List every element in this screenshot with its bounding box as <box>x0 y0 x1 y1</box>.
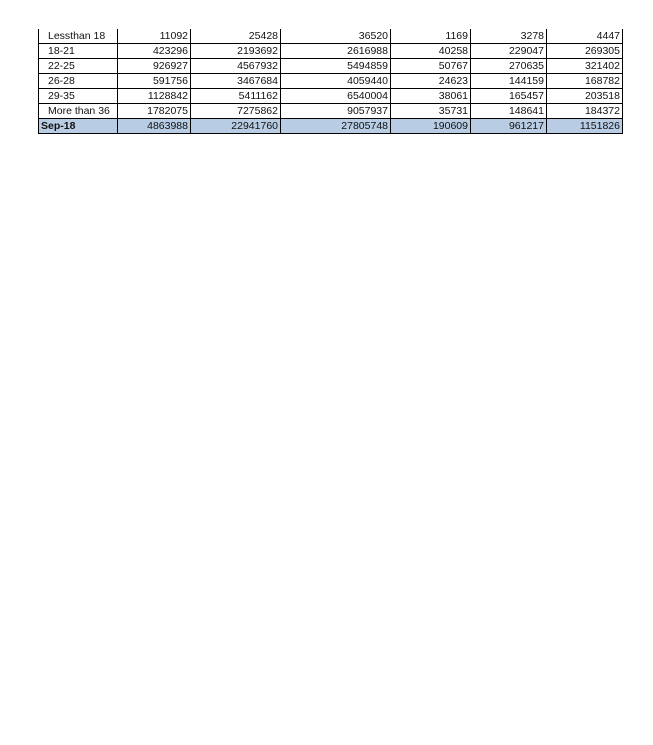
data-table: Lessthan 18 11092 25428 36520 1169 3278 4447 18… <box>38 29 623 134</box>
table-cell: 38061 <box>390 88 471 104</box>
table-cell: 27805748 <box>280 118 391 134</box>
table-cell: 25428 <box>190 29 281 44</box>
row-label: 26-28 <box>38 73 118 89</box>
table-cell: 203518 <box>546 88 623 104</box>
row-label: 29-35 <box>38 88 118 104</box>
table-cell: 6540004 <box>280 88 391 104</box>
table-row: 18-21 423296 2193692 2616988 40258 229047 2693… <box>38 43 623 59</box>
table-cell: 22941760 <box>190 118 281 134</box>
table-row: Lessthan 18 11092 25428 36520 1169 3278 4447 <box>38 29 623 44</box>
row-label: 18-21 <box>38 43 118 59</box>
table-cell: 3278 <box>470 29 547 44</box>
table-cell: 165457 <box>470 88 547 104</box>
table-cell: 5411162 <box>190 88 281 104</box>
table-cell: 229047 <box>470 43 547 59</box>
table-cell: 3467684 <box>190 73 281 89</box>
table-cell: 40258 <box>390 43 471 59</box>
row-label: Sep-18 <box>38 118 118 134</box>
table-cell: 4567932 <box>190 58 281 74</box>
table-row: 26-28 591756 3467684 4059440 24623 144159 1687… <box>38 73 623 89</box>
table-row: More than 36 1782075 7275862 9057937 35731 14… <box>38 103 623 119</box>
table-cell: 168782 <box>546 73 623 89</box>
row-label: More than 36 <box>38 103 118 119</box>
table-cell: 50767 <box>390 58 471 74</box>
table-cell: 144159 <box>470 73 547 89</box>
table-cell: 270635 <box>470 58 547 74</box>
table-cell: 269305 <box>546 43 623 59</box>
table-cell: 4447 <box>546 29 623 44</box>
table-row: 22-25 926927 4567932 5494859 50767 270635 3214… <box>38 58 623 74</box>
total-row: Sep-18 4863988 22941760 27805748 190609 96121… <box>38 118 623 134</box>
table-cell: 190609 <box>390 118 471 134</box>
table-cell: 2616988 <box>280 43 391 59</box>
table-cell: 1169 <box>390 29 471 44</box>
table-cell: 35731 <box>390 103 471 119</box>
table-cell: 591756 <box>117 73 191 89</box>
table-body: Lessthan 18 11092 25428 36520 1169 3278 4447 18… <box>38 29 623 134</box>
row-label: 22-25 <box>38 58 118 74</box>
table-cell: 4059440 <box>280 73 391 89</box>
table-row: 29-35 1128842 5411162 6540004 38061 165457 203… <box>38 88 623 104</box>
table-cell: 5494859 <box>280 58 391 74</box>
table-cell: 1782075 <box>117 103 191 119</box>
table-cell: 961217 <box>470 118 547 134</box>
table-cell: 184372 <box>546 103 623 119</box>
table-cell: 1128842 <box>117 88 191 104</box>
table-cell: 9057937 <box>280 103 391 119</box>
table-cell: 7275862 <box>190 103 281 119</box>
table-cell: 926927 <box>117 58 191 74</box>
table-cell: 423296 <box>117 43 191 59</box>
table-cell: 2193692 <box>190 43 281 59</box>
table-cell: 321402 <box>546 58 623 74</box>
table-cell: 11092 <box>117 29 191 44</box>
table-cell: 1151826 <box>546 118 623 134</box>
table-cell: 4863988 <box>117 118 191 134</box>
row-label: Lessthan 18 <box>38 29 118 44</box>
table-cell: 36520 <box>280 29 391 44</box>
table-cell: 148641 <box>470 103 547 119</box>
table-cell: 24623 <box>390 73 471 89</box>
